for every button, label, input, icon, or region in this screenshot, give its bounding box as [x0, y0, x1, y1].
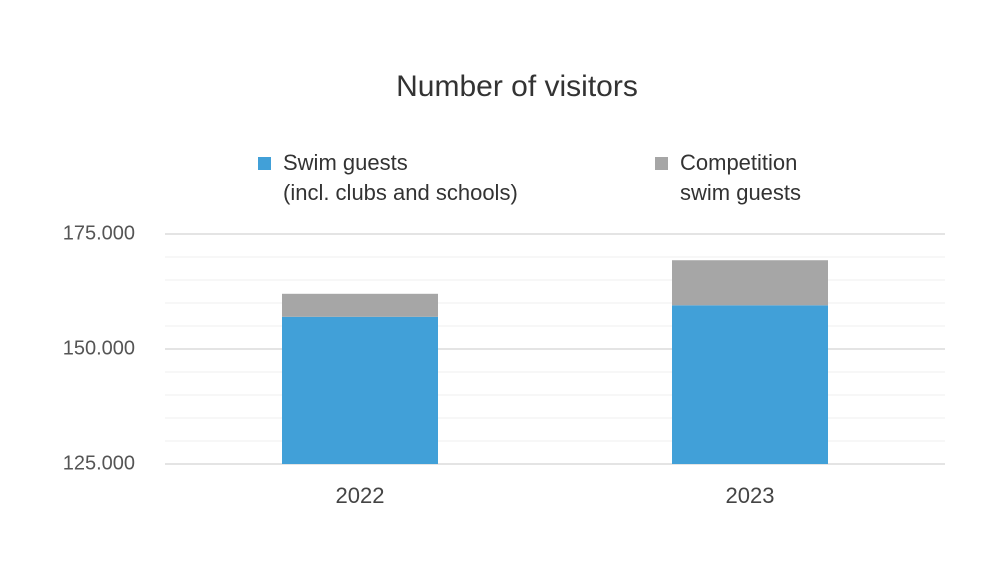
y-tick-label: 125.000: [63, 452, 135, 474]
legend-label: Swim guests (incl. clubs and schools): [283, 150, 518, 205]
bar-segment: [282, 316, 438, 464]
legend-swatch: [258, 157, 271, 170]
legend-item: Swim guests (incl. clubs and schools): [258, 148, 518, 208]
bar-segment: [282, 293, 438, 317]
bar-segment: [672, 305, 828, 464]
x-tick-label: 2023: [726, 483, 775, 508]
x-tick-label: 2022: [336, 483, 385, 508]
y-tick-label: 150.000: [63, 337, 135, 359]
chart-title: Number of visitors: [396, 70, 638, 103]
legend-label: Competition swim guests: [680, 150, 802, 205]
legend-swatch: [655, 157, 668, 170]
bar-segment: [672, 260, 828, 306]
y-tick-label: 175.000: [63, 222, 135, 244]
legend-item: Competition swim guests: [655, 148, 801, 208]
